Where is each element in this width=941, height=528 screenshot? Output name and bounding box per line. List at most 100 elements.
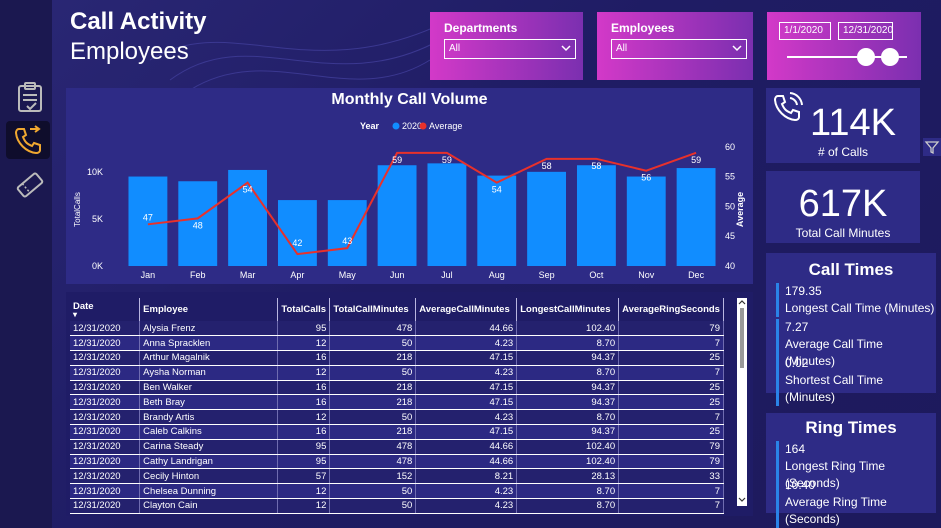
table-cell: 16 bbox=[277, 350, 331, 366]
table-cell: 16 bbox=[277, 394, 331, 411]
ring-times-title: Ring Times bbox=[805, 418, 897, 437]
data-label-jun: 59 bbox=[392, 155, 402, 165]
start-date-input[interactable]: 1/1/2020 bbox=[779, 22, 831, 40]
table-row[interactable]: 12/31/2020 Brandy Artis 12 50 4.23 8.70 7 bbox=[70, 409, 724, 426]
ring-times-card: Ring Times 164 Longest Ring Time (Second… bbox=[766, 413, 936, 528]
y-axis-label: TotalCalls bbox=[73, 192, 82, 227]
table-cell: 50 bbox=[329, 483, 417, 500]
table-cell: 44.66 bbox=[415, 454, 518, 470]
table-cell: 12 bbox=[277, 365, 331, 381]
table-row[interactable]: 12/31/2020 Chelsea Dunning 12 50 4.23 8.70 7 bbox=[70, 483, 724, 500]
y2-tick-label: 60 bbox=[725, 142, 735, 152]
data-label-jan: 47 bbox=[143, 212, 153, 222]
bar-nov bbox=[626, 176, 666, 266]
table-cell: 7 bbox=[618, 409, 724, 426]
table-cell: 478 bbox=[329, 321, 417, 337]
average-call-stat: 7.27 Average Call Time (Minutes) bbox=[776, 319, 936, 370]
table-cell: 25 bbox=[618, 424, 724, 440]
bar-feb bbox=[178, 181, 218, 266]
column-header-longestcallminutes[interactable]: LongestCallMinutes bbox=[516, 298, 620, 321]
end-date-input[interactable]: 12/31/2020 bbox=[838, 22, 893, 40]
chevron-down-icon bbox=[561, 42, 571, 57]
y2-tick-label: 40 bbox=[725, 261, 735, 271]
longest-call-value: 179.35 bbox=[785, 284, 822, 298]
x-tick-jun: Jun bbox=[390, 270, 405, 280]
table-row[interactable]: 12/31/2020 Anna Spracklen 12 50 4.23 8.70 7 bbox=[70, 335, 724, 352]
table-cell: 102.40 bbox=[516, 439, 620, 455]
longest-call-stat: 179.35 Longest Call Time (Minutes) bbox=[776, 283, 934, 317]
table-cell: 218 bbox=[329, 350, 417, 366]
column-header-averageringseconds[interactable]: AverageRingSeconds bbox=[618, 298, 724, 321]
longest-ring-value: 164 bbox=[785, 442, 806, 456]
table-cell: 95 bbox=[277, 439, 331, 455]
table-cell: 12/31/2020 bbox=[70, 321, 141, 337]
x-tick-feb: Feb bbox=[190, 270, 206, 280]
data-label-apr: 42 bbox=[292, 238, 302, 248]
table-row[interactable]: 12/31/2020 Arthur Magalnik 16 218 47.15 94.37… bbox=[70, 350, 724, 366]
table-cell: 12/31/2020 bbox=[70, 454, 141, 470]
table-cell: 44.66 bbox=[415, 321, 518, 337]
bar-jul bbox=[427, 163, 467, 266]
table-row[interactable]: 12/31/2020 Carina Steady 95 478 44.66 102.40 7… bbox=[70, 439, 724, 455]
y2-tick-label: 50 bbox=[725, 201, 735, 211]
call-times-card: Call Times 179.35 Longest Call Time (Min… bbox=[766, 253, 936, 406]
column-header-employee[interactable]: Employee bbox=[139, 298, 279, 321]
table-cell: 95 bbox=[277, 321, 331, 337]
page-subtitle: Employees bbox=[70, 38, 189, 65]
average-call-label: Average Call Time (Minutes) bbox=[785, 337, 883, 368]
departments-label: Departments bbox=[444, 21, 518, 35]
table-cell: 33 bbox=[618, 468, 724, 485]
legend-label-average: Average bbox=[429, 121, 462, 131]
shortest-call-stat: 0.02 Shortest Call Time (Minutes) bbox=[776, 355, 936, 406]
end-date-handle[interactable] bbox=[881, 48, 899, 66]
clipboard-icon[interactable] bbox=[8, 78, 52, 116]
start-date-handle[interactable] bbox=[857, 48, 875, 66]
table-row[interactable]: 12/31/2020 Beth Bray 16 218 47.15 94.37 25 bbox=[70, 394, 724, 411]
table-row[interactable]: 12/31/2020 Cathy Landrigan 95 478 44.66 102.4… bbox=[70, 454, 724, 470]
ticket-icon[interactable] bbox=[8, 166, 52, 204]
table-cell: 4.23 bbox=[415, 483, 518, 500]
table-cell: 8.21 bbox=[415, 468, 518, 485]
table-cell: 12/31/2020 bbox=[70, 498, 141, 514]
data-label-jul: 59 bbox=[442, 155, 452, 165]
column-header-date[interactable]: Date ▾ bbox=[70, 298, 141, 321]
employee-table: Date ▾ Employee TotalCalls TotalCallMinutes A… bbox=[70, 298, 724, 514]
data-label-aug: 54 bbox=[492, 185, 502, 195]
table-row[interactable]: 12/31/2020 Ben Walker 16 218 47.15 94.37 25 bbox=[70, 380, 724, 396]
table-cell: 7 bbox=[618, 498, 724, 514]
table-cell: 94.37 bbox=[516, 394, 620, 411]
chart-title: Monthly Call Volume bbox=[331, 91, 488, 108]
x-tick-apr: Apr bbox=[290, 270, 304, 280]
table-row[interactable]: 12/31/2020 Caleb Calkins 16 218 47.15 94.37 25 bbox=[70, 424, 724, 440]
column-header-totalcalls[interactable]: TotalCalls bbox=[277, 298, 331, 321]
employees-slicer: Employees All bbox=[597, 12, 753, 80]
table-cell: 478 bbox=[329, 439, 417, 455]
departments-dropdown[interactable]: All bbox=[444, 39, 576, 59]
table-row[interactable]: 12/31/2020 Clayton Cain 12 50 4.23 8.70 7 bbox=[70, 498, 724, 514]
departments-slicer: Departments All bbox=[430, 12, 583, 80]
table-scrollbar[interactable] bbox=[737, 298, 747, 506]
x-tick-jan: Jan bbox=[141, 270, 156, 280]
employees-value: All bbox=[616, 43, 628, 54]
x-tick-sep: Sep bbox=[539, 270, 555, 280]
table-cell: 12/31/2020 bbox=[70, 365, 141, 381]
sidebar bbox=[0, 0, 52, 528]
table-cell: 50 bbox=[329, 365, 417, 381]
x-tick-oct: Oct bbox=[589, 270, 604, 280]
table-cell: 218 bbox=[329, 380, 417, 396]
filter-icon[interactable] bbox=[923, 138, 941, 156]
table-row[interactable]: 12/31/2020 Aysha Norman 12 50 4.23 8.70 7 bbox=[70, 365, 724, 381]
table-row[interactable]: 12/31/2020 Cecily Hinton 57 152 8.21 28.13 33 bbox=[70, 468, 724, 485]
employees-dropdown[interactable]: All bbox=[611, 39, 747, 59]
column-header-averagecallminutes[interactable]: AverageCallMinutes bbox=[415, 298, 518, 321]
table-cell: 47.15 bbox=[415, 350, 518, 366]
table-row[interactable]: 12/31/2020 Alysia Frenz 95 478 44.66 102.40 79 bbox=[70, 321, 724, 337]
table-cell: 44.66 bbox=[415, 439, 518, 455]
phone-forward-icon[interactable] bbox=[6, 121, 50, 159]
table-cell: 57 bbox=[277, 468, 331, 485]
y2-axis-label: Average bbox=[735, 192, 745, 227]
decorative-swirl bbox=[150, 19, 450, 90]
table-cell: 94.37 bbox=[516, 424, 620, 440]
table-cell: 79 bbox=[618, 439, 724, 455]
column-header-totalcallminutes[interactable]: TotalCallMinutes bbox=[329, 298, 417, 321]
